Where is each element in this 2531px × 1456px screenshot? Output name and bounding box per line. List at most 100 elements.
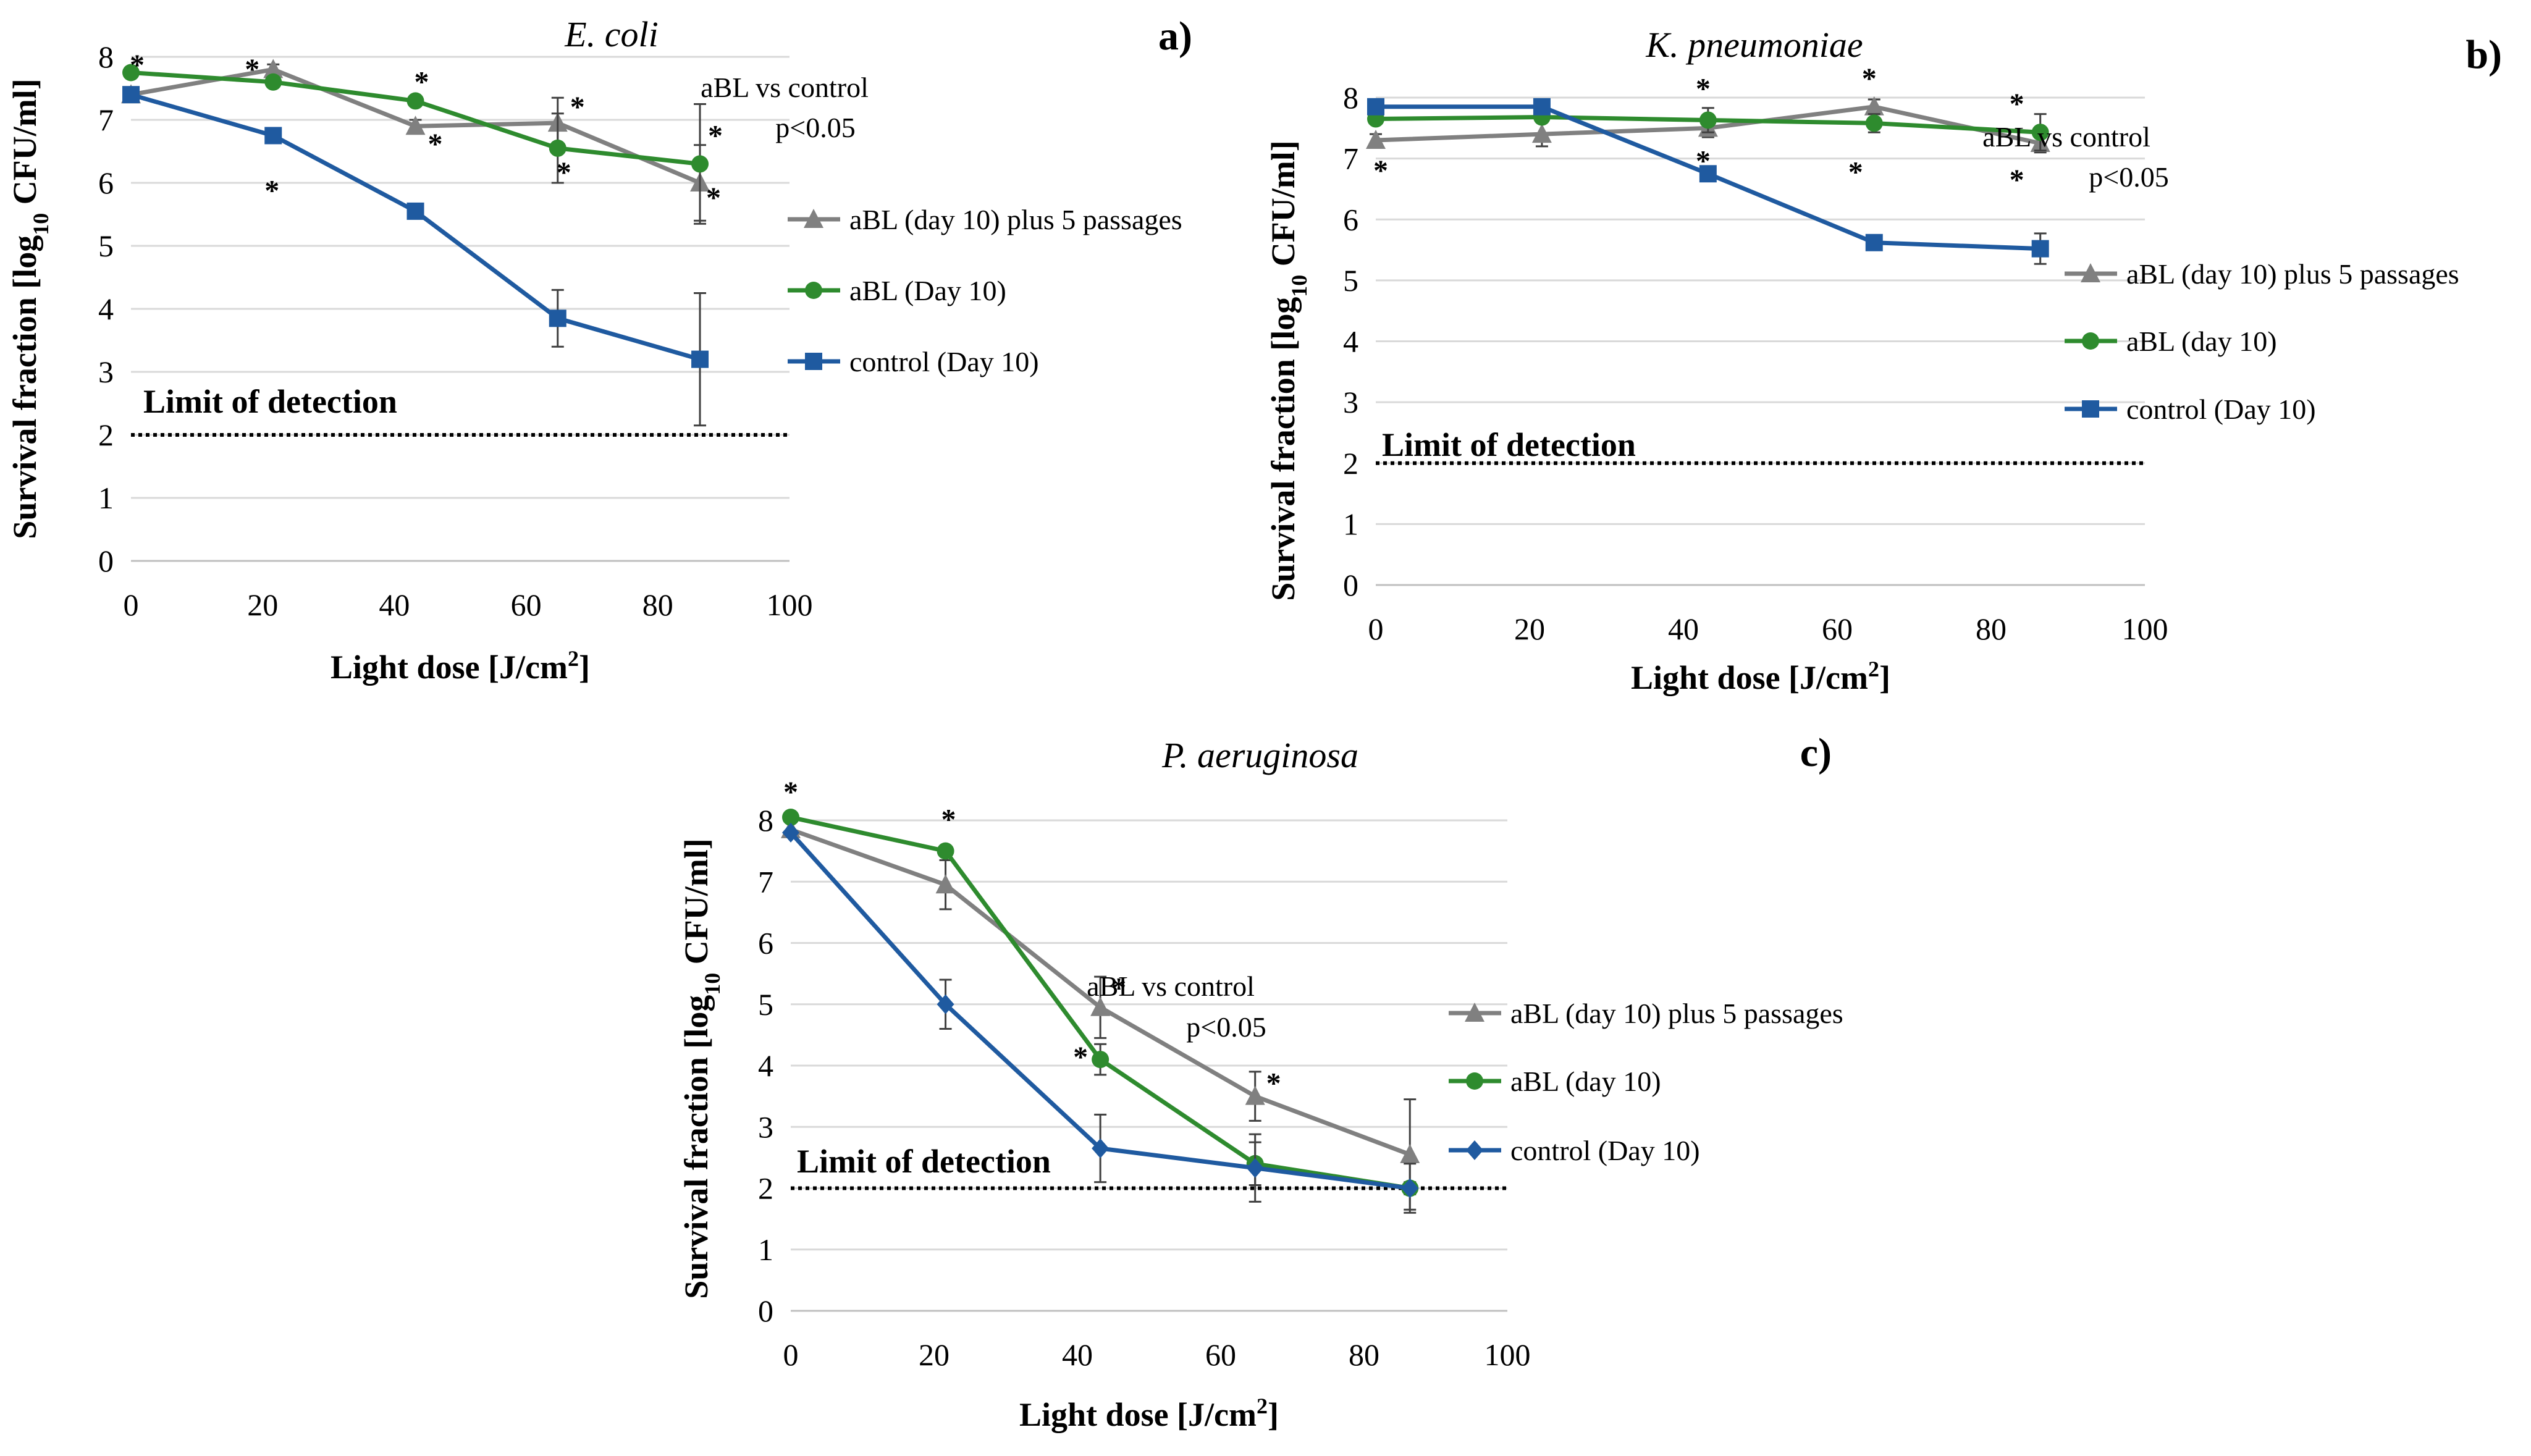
- significance-star: *: [570, 91, 585, 124]
- significance-star: *: [1373, 154, 1388, 187]
- data-point: [1092, 1051, 1110, 1069]
- x-tick-label: 0: [1368, 612, 1384, 646]
- x-tick-label: 40: [1062, 1337, 1093, 1372]
- data-point: [2031, 124, 2049, 141]
- x-tick-label: 20: [247, 587, 278, 622]
- x-tick-label: 0: [124, 587, 139, 622]
- data-point: [691, 350, 709, 368]
- legend-label: aBL (day 10): [1510, 1066, 1661, 1097]
- data-point: [263, 59, 284, 78]
- significance-star: *: [245, 53, 259, 86]
- x-tick-label: 60: [1822, 612, 1853, 646]
- legend-marker: [804, 209, 823, 228]
- y-axis-title-part: CFU/ml]: [678, 838, 715, 972]
- significance-star: *: [1862, 62, 1877, 95]
- x-tick-label: 0: [783, 1337, 799, 1372]
- data-point: [122, 86, 140, 104]
- y-tick-label: 4: [98, 292, 114, 326]
- data-point: [1090, 996, 1111, 1016]
- significance-note: aBL vs control: [1087, 970, 1255, 1002]
- y-tick-label: 7: [1343, 141, 1358, 176]
- y-tick-label: 2: [98, 418, 114, 452]
- x-tick-label: 60: [1205, 1337, 1236, 1372]
- y-axis-title-subscript: 10: [700, 973, 725, 995]
- x-axis-title-superscript: 2: [1868, 657, 1879, 681]
- x-axis-title-part: ]: [1879, 659, 1890, 696]
- x-tick-label: 20: [919, 1337, 950, 1372]
- legend-marker: [2082, 400, 2099, 418]
- data-point: [937, 842, 954, 860]
- x-axis-title-part: ]: [579, 649, 590, 686]
- y-tick-label: 4: [1343, 324, 1358, 359]
- y-tick-label: 6: [98, 166, 114, 200]
- x-axis-title: Light dose [J/cm2]: [1631, 657, 1890, 696]
- x-tick-label: 60: [511, 587, 542, 622]
- legend-marker: [805, 353, 822, 370]
- significance-star: *: [1266, 1067, 1281, 1100]
- chart-title: K. pneumoniae: [1645, 25, 1863, 65]
- chart-title: P. aeruginosa: [1161, 735, 1358, 775]
- significance-star: *: [1111, 972, 1126, 1005]
- p-value-note: p<0.05: [2089, 161, 2168, 193]
- x-axis-title-part: ]: [1268, 1396, 1279, 1433]
- y-tick-label: 3: [758, 1109, 773, 1144]
- y-tick-label: 1: [758, 1232, 773, 1267]
- y-axis-title-part: CFU/ml]: [1265, 140, 1302, 274]
- y-tick-label: 8: [758, 803, 773, 838]
- y-tick-label: 7: [758, 864, 773, 899]
- legend-marker: [2081, 263, 2100, 282]
- legend-label: aBL (day 10) plus 5 passages: [2126, 258, 2459, 290]
- y-axis-title: Survival fraction [log10 CFU/ml]: [6, 78, 53, 539]
- significance-star: *: [415, 65, 429, 98]
- x-tick-label: 100: [1484, 1337, 1531, 1372]
- data-point: [1400, 1143, 1420, 1163]
- significance-star: *: [706, 182, 721, 214]
- x-tick-label: 100: [2122, 612, 2168, 646]
- data-point: [406, 202, 424, 220]
- data-point: [1865, 234, 1883, 251]
- panel-label: c): [1800, 730, 1832, 775]
- data-point: [782, 809, 799, 827]
- data-point: [406, 92, 424, 110]
- y-tick-label: 2: [1343, 446, 1358, 481]
- y-tick-label: 5: [98, 229, 114, 263]
- data-point: [264, 127, 282, 145]
- y-tick-label: 3: [1343, 385, 1358, 419]
- data-point: [1531, 124, 1552, 143]
- significance-star: *: [557, 156, 571, 189]
- y-tick-label: 0: [1343, 568, 1358, 602]
- p-value-note: p<0.05: [775, 112, 855, 143]
- data-point: [1699, 165, 1717, 183]
- data-point: [2031, 240, 2049, 258]
- legend-label: control (Day 10): [1510, 1135, 1700, 1166]
- significance-star: *: [1073, 1041, 1088, 1074]
- data-point: [549, 139, 566, 157]
- y-tick-label: 0: [98, 544, 114, 578]
- panel-label: b): [2466, 32, 2502, 77]
- significance-star: *: [2010, 88, 2024, 120]
- y-tick-label: 4: [758, 1048, 773, 1083]
- data-point: [549, 309, 566, 327]
- y-axis-title-part: Survival fraction [log: [678, 995, 715, 1299]
- legend-marker: [1465, 1003, 1484, 1022]
- data-point: [937, 994, 954, 1014]
- y-tick-label: 7: [98, 103, 114, 137]
- y-tick-label: 5: [1343, 263, 1358, 298]
- data-point: [1533, 98, 1551, 116]
- y-tick-label: 1: [1343, 507, 1358, 541]
- data-point: [1367, 98, 1384, 116]
- significance-star: *: [708, 119, 723, 152]
- data-point: [1245, 1085, 1265, 1105]
- data-point: [1864, 96, 1884, 116]
- data-point: [782, 822, 799, 843]
- limit-of-detection-label: Limit of detection: [143, 383, 397, 420]
- y-tick-label: 6: [758, 926, 773, 961]
- legend-marker: [1466, 1072, 1483, 1090]
- data-point: [1246, 1158, 1264, 1178]
- significance-star: *: [1696, 145, 1711, 177]
- significance-star: *: [941, 804, 956, 836]
- data-point: [1865, 114, 1883, 132]
